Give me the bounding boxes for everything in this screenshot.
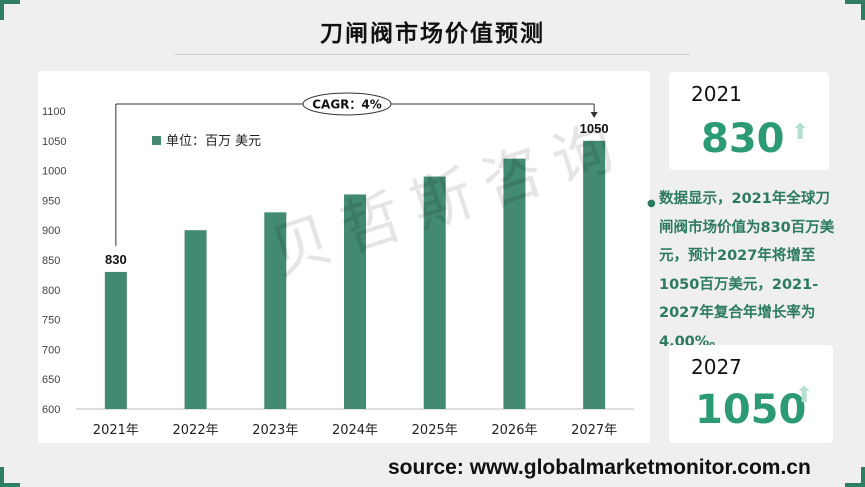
corner-accent-bottom-right — [861, 467, 865, 487]
bar-chart: 600 650 700 750 800 850 900 950 1000 1050 1100 2021… — [42, 92, 634, 438]
corner-accent-top-left — [0, 0, 4, 20]
x-tick-label: 2026年 — [491, 423, 537, 438]
y-tick-label: 1100 — [42, 106, 66, 118]
corner-accent-top-left — [0, 0, 20, 4]
x-tick-label: 2025年 — [412, 423, 458, 438]
x-tick-label: 2022年 — [173, 423, 219, 438]
summary-paragraph: 数据显示，2021年全球刀闸阀市场价值为830百万美元，预计2027年将增至10… — [659, 191, 835, 350]
y-tick-label: 750 — [42, 315, 60, 327]
summary-text: ● 数据显示，2021年全球刀闸阀市场价值为830百万美元，预计2027年将增至… — [647, 185, 843, 356]
up-arrow-icon: ⬆ — [791, 120, 810, 145]
chart-panel: 600 650 700 750 800 850 900 950 1000 1050 1100 2021… — [38, 71, 650, 443]
bar — [264, 212, 287, 409]
y-tick-label: 1050 — [42, 136, 66, 148]
card-2021: 2021 830 ⬆ — [669, 72, 829, 170]
corner-accent-top-right — [845, 0, 865, 4]
y-tick-label: 1000 — [42, 166, 66, 178]
card-value: 1050 — [695, 387, 807, 433]
cagr-arrow-head — [590, 112, 598, 118]
x-tick-label: 2027年 — [571, 423, 617, 438]
title-divider — [175, 54, 690, 55]
y-tick-label: 850 — [42, 255, 60, 267]
up-arrow-icon: ⬆ — [795, 383, 814, 408]
legend-swatch — [152, 136, 161, 145]
y-tick-label: 650 — [42, 374, 60, 386]
bar — [184, 230, 207, 409]
data-label: 830 — [105, 252, 127, 267]
legend-label: 单位：百万 美元 — [166, 134, 261, 149]
bar — [344, 194, 366, 409]
bar — [583, 140, 606, 410]
x-tick-label: 2023年 — [252, 423, 298, 438]
corner-accent-bottom-left — [0, 467, 4, 487]
x-tick-label: 2024年 — [332, 423, 378, 438]
bar — [423, 176, 446, 409]
y-tick-label: 950 — [42, 195, 60, 207]
card-2027: 2027 1050 ⬆ — [669, 345, 833, 443]
y-tick-label: 800 — [42, 285, 60, 297]
y-tick-label: 900 — [42, 225, 60, 237]
card-year-label: 2027 — [691, 355, 742, 379]
bar — [104, 271, 127, 409]
data-label: 1050 — [580, 121, 609, 136]
page-title: 刀闸阀市场价值预测 — [320, 21, 545, 47]
y-tick-label: 600 — [42, 404, 60, 416]
corner-accent-bottom-left — [0, 483, 20, 487]
corner-accent-top-right — [861, 0, 865, 20]
bar — [503, 158, 526, 409]
card-value: 830 — [701, 116, 785, 162]
x-tick-label: 2021年 — [93, 423, 139, 438]
cagr-label: CAGR：4% — [312, 98, 382, 112]
source-caption: source: www.globalmarketmonitor.com.cn — [388, 456, 811, 479]
bullet-dot-icon: ● — [647, 198, 656, 209]
card-year-label: 2021 — [691, 82, 742, 106]
cagr-oval — [302, 92, 392, 116]
y-tick-label: 700 — [42, 344, 60, 356]
corner-accent-bottom-right — [845, 483, 865, 487]
